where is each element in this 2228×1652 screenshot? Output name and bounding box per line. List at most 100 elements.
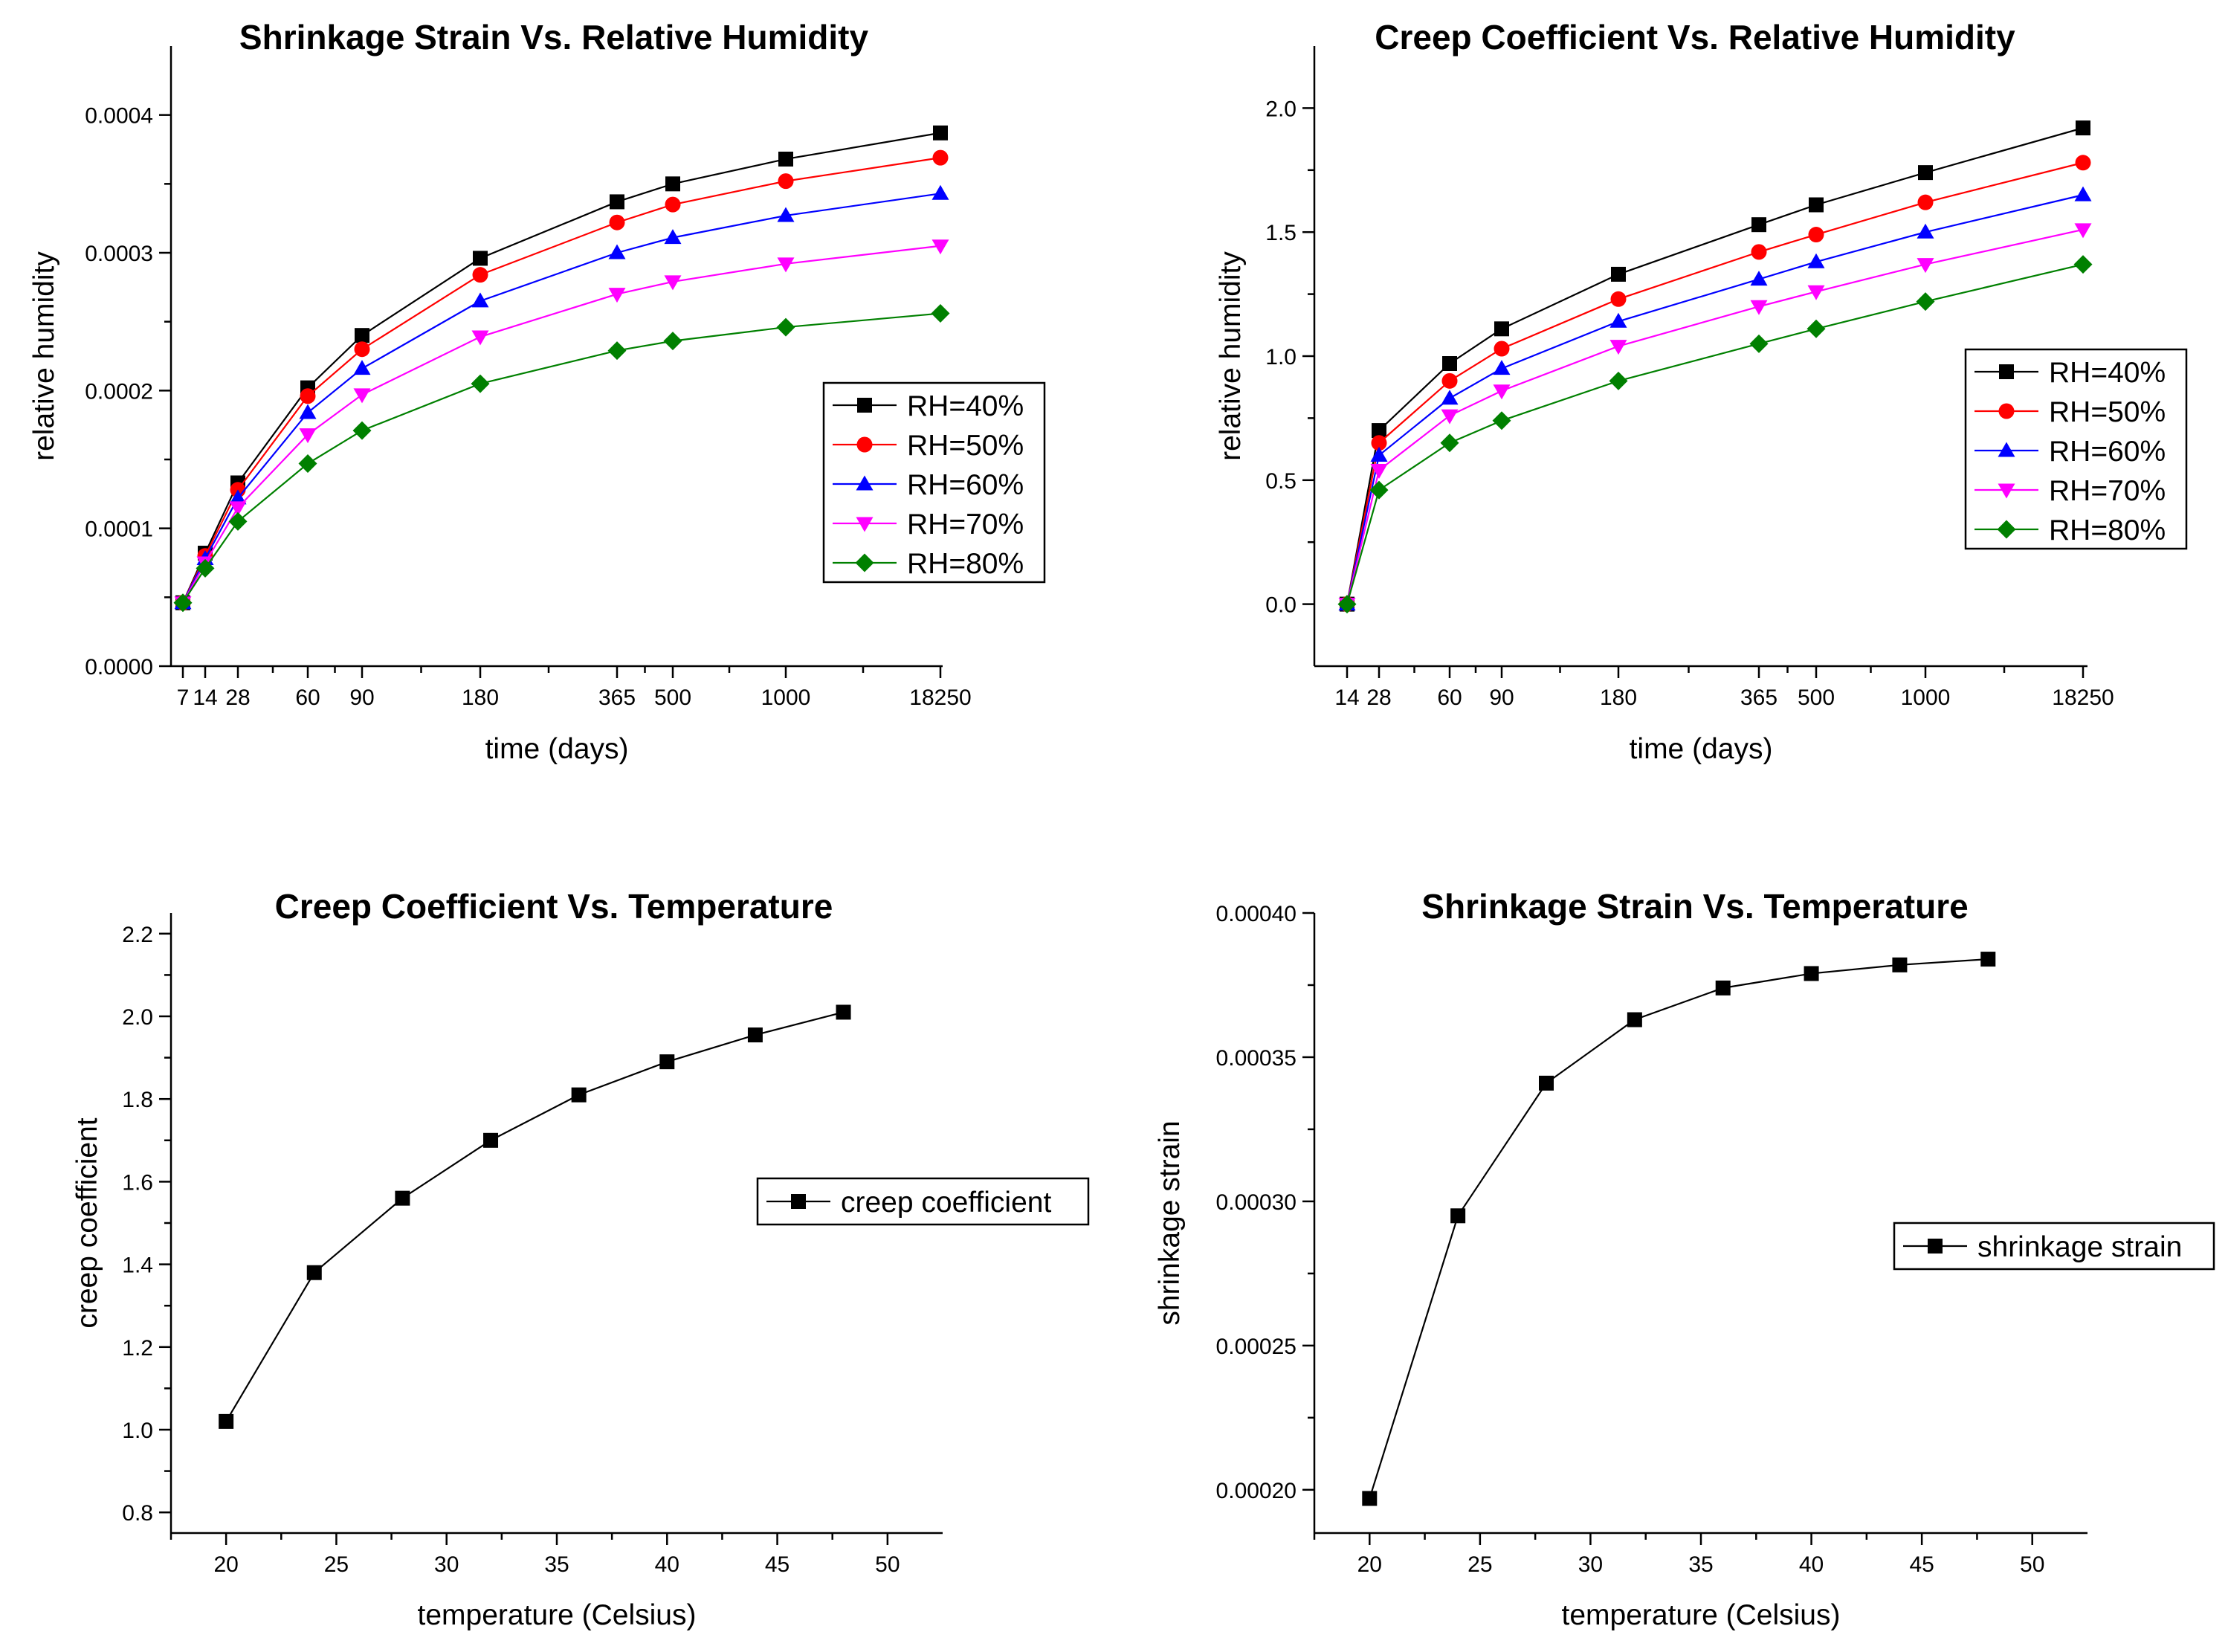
- data-point: [664, 229, 682, 245]
- data-point: [1441, 409, 1459, 425]
- data-point: [471, 330, 489, 346]
- data-point: [354, 341, 370, 358]
- legend-label: RH=60%: [907, 469, 1024, 501]
- legend-marker: [856, 475, 874, 491]
- data-point: [1362, 1491, 1378, 1506]
- data-point: [2073, 255, 2093, 274]
- data-point: [1918, 165, 1933, 181]
- y-tick-label: 2.0: [122, 1005, 153, 1030]
- data-point: [607, 341, 627, 361]
- chart-3: Creep Coefficient Vs. Temperature tempera…: [71, 887, 1090, 1631]
- y-tick-label: 0.00025: [1216, 1335, 1297, 1359]
- data-point: [298, 454, 317, 474]
- legend-marker: [1999, 364, 2014, 379]
- x-tick-label: 180: [462, 685, 499, 710]
- data-point: [1750, 271, 1768, 286]
- x-tick-label: 40: [655, 1552, 679, 1577]
- series-rh-40-: [1340, 120, 2090, 612]
- data-point: [747, 1027, 763, 1043]
- legend-marker: [791, 1194, 806, 1209]
- data-point: [663, 332, 682, 351]
- data-point: [1440, 433, 1459, 453]
- data-point: [473, 251, 488, 266]
- x-tick-label: 7: [177, 685, 190, 710]
- data-point: [665, 196, 681, 213]
- legend: RH=40% RH=50% RH=60% RH=70% RH=80%: [822, 381, 1046, 584]
- legend-label: RH=70%: [907, 509, 1024, 541]
- x-tick-label: 35: [544, 1552, 569, 1577]
- y-tick-label: 0.0000: [85, 655, 153, 680]
- legend-marker: [855, 553, 874, 572]
- data-point: [1917, 258, 1934, 274]
- data-point: [931, 239, 949, 255]
- y-tick-label: 1.5: [1265, 221, 1297, 245]
- y-tick-label: 0.5: [1265, 469, 1297, 494]
- series-rh-60-: [1338, 186, 2092, 611]
- y-tick-label: 0.0002: [85, 379, 153, 404]
- data-point: [1441, 390, 1459, 405]
- y-tick-label: 0.00020: [1216, 1479, 1297, 1503]
- legend-label: RH=70%: [2049, 475, 2166, 507]
- data-point: [352, 421, 372, 440]
- series-line: [182, 193, 941, 604]
- series-line: [225, 1011, 844, 1422]
- data-point: [306, 1265, 322, 1280]
- x-tick-label: 45: [765, 1552, 790, 1577]
- legend-label: RH=80%: [907, 548, 1024, 580]
- x-tick-label: 60: [1437, 685, 1462, 710]
- data-point: [1806, 319, 1826, 338]
- x-tick-label: 25: [1467, 1552, 1492, 1577]
- data-point: [353, 360, 371, 375]
- data-point: [778, 173, 794, 190]
- x-tick-label: 18250: [2052, 685, 2114, 710]
- data-point: [777, 257, 795, 273]
- y-tick-label: 1.2: [122, 1336, 153, 1361]
- legend-box: [822, 381, 1046, 584]
- data-point: [1369, 480, 1389, 500]
- data-point: [1442, 356, 1457, 372]
- data-point: [571, 1087, 587, 1103]
- y-tick-label: 2.0: [1265, 97, 1297, 121]
- legend-label: shrinkage strain: [1977, 1231, 2182, 1263]
- data-point: [2076, 120, 2090, 136]
- data-point: [1372, 423, 1386, 439]
- legend-marker: [1998, 483, 2015, 499]
- x-tick-label: 14: [1334, 685, 1359, 710]
- legend-marker: [856, 436, 873, 453]
- data-point: [778, 151, 793, 167]
- data-point: [1750, 300, 1768, 315]
- legend-label: RH=50%: [2049, 396, 2166, 428]
- data-point: [610, 194, 624, 210]
- legend-marker: [856, 517, 874, 532]
- x-tick-label: 30: [1578, 1552, 1603, 1577]
- data-point: [395, 1190, 410, 1206]
- data-point: [1715, 980, 1731, 996]
- x-tick-label: 90: [1489, 685, 1514, 710]
- legend-marker: [1997, 520, 2016, 539]
- data-point: [1892, 957, 1908, 972]
- legend-label: RH=40%: [2049, 357, 2166, 389]
- legend-label: RH=60%: [2049, 436, 2166, 468]
- y-tick-label: 0.0003: [85, 242, 153, 266]
- data-point: [1450, 1208, 1466, 1224]
- y-tick-label: 1.4: [122, 1253, 153, 1278]
- data-point: [2074, 186, 2092, 201]
- x-tick-label: 365: [598, 685, 636, 710]
- data-point: [1611, 266, 1626, 282]
- data-point: [1751, 217, 1766, 233]
- legend: RH=40% RH=50% RH=60% RH=70% RH=80%: [1964, 348, 2188, 550]
- legend-label: RH=40%: [907, 390, 1024, 422]
- x-tick-label: 1000: [761, 685, 811, 710]
- x-axis-label: time (days): [485, 733, 629, 765]
- data-point: [609, 214, 625, 230]
- data-point: [1609, 312, 1627, 328]
- data-point: [1337, 595, 1357, 614]
- data-point: [483, 1132, 499, 1148]
- series-rh-80-: [1337, 255, 2093, 614]
- series-line: [181, 132, 941, 604]
- data-point: [300, 388, 316, 404]
- x-tick-label: 20: [213, 1552, 238, 1577]
- data-point: [1441, 372, 1458, 389]
- y-axis-label: creep coefficient: [71, 1117, 103, 1328]
